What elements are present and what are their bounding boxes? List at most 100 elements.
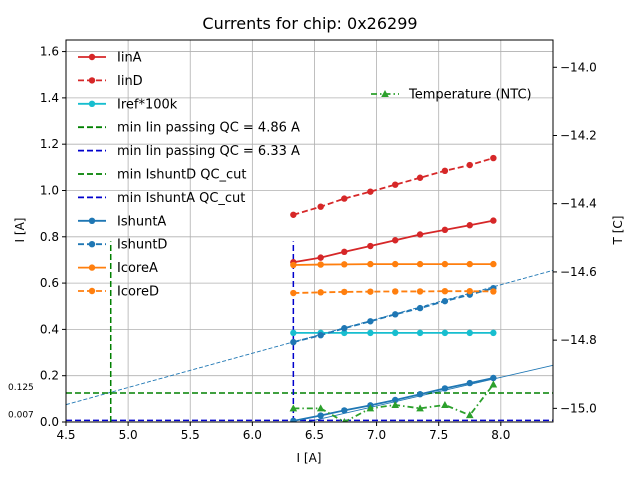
data-point xyxy=(392,237,399,244)
data-point xyxy=(441,385,449,392)
temperature-point xyxy=(489,380,498,388)
data-point xyxy=(490,217,497,224)
y2-tick-label: −14.8 xyxy=(560,333,597,347)
temperature-point xyxy=(289,404,298,412)
y-tick-label: 1.6 xyxy=(40,45,59,59)
data-point xyxy=(392,396,399,404)
legend-marker xyxy=(88,53,96,61)
y-tick-label: 1.4 xyxy=(40,91,59,105)
legend-marker xyxy=(88,287,96,295)
x-tick-label: 8.0 xyxy=(491,428,510,442)
legend-label: IinA xyxy=(117,51,142,66)
data-point xyxy=(317,289,324,296)
legend: IinA IinD Iref*100k min Iin passing QC = 4.… xyxy=(78,51,300,300)
data-point xyxy=(392,181,399,188)
x-tick-label: 7.5 xyxy=(429,428,448,442)
data-point xyxy=(490,260,497,268)
data-point xyxy=(392,288,399,295)
data-point xyxy=(416,174,424,181)
series-line xyxy=(293,157,494,216)
chart-title: Currents for chip: 0x26299 xyxy=(202,14,417,33)
temperature-point xyxy=(391,400,400,408)
data-point xyxy=(341,288,348,296)
data-point xyxy=(441,297,449,305)
y-tick-label: 0.2 xyxy=(40,369,59,383)
data-point xyxy=(441,329,449,337)
data-point xyxy=(441,167,449,175)
threshold-label: 0.125 xyxy=(8,383,34,393)
y-tick-label: 0.8 xyxy=(40,230,59,244)
data-point xyxy=(367,288,374,295)
legend-label: Temperature (NTC) xyxy=(408,88,532,103)
x-tick-label: 5.5 xyxy=(181,428,200,442)
temperature-point xyxy=(441,400,449,408)
y-tick-label: 0.6 xyxy=(40,276,59,290)
x-tick-label: 4.5 xyxy=(56,428,75,442)
data-point xyxy=(317,331,324,339)
data-point xyxy=(341,325,348,332)
y-tick-label: 1.2 xyxy=(40,137,59,151)
data-point xyxy=(392,260,399,268)
data-point xyxy=(441,287,449,295)
data-point xyxy=(416,304,424,312)
data-point xyxy=(290,338,297,346)
y-tick-label: 1.0 xyxy=(40,183,59,197)
grid xyxy=(65,40,553,423)
legend-label: IinD xyxy=(117,74,143,89)
data-point xyxy=(466,161,473,169)
data-point xyxy=(441,226,449,234)
x-tick-label: 6.5 xyxy=(305,428,324,442)
plot-clip xyxy=(66,154,553,422)
data-point xyxy=(341,248,348,256)
legend-label: min IshuntA QC_cut xyxy=(117,191,245,206)
y-tick-label: 0.4 xyxy=(40,322,59,336)
data-point xyxy=(367,329,374,337)
data-point xyxy=(317,203,324,210)
data-point xyxy=(416,329,424,337)
data-point xyxy=(441,260,449,268)
threshold-label: 0.007 xyxy=(8,410,34,420)
data-point xyxy=(416,231,424,238)
temperature-point xyxy=(416,404,424,412)
data-point xyxy=(490,154,497,162)
legend-marker xyxy=(88,241,96,248)
y-tick-label: 0.0 xyxy=(40,415,59,429)
data-point xyxy=(367,318,374,325)
data-point xyxy=(317,412,324,419)
y2-tick-label: −14.4 xyxy=(560,197,597,211)
data-point xyxy=(341,261,348,268)
legend-label: IshuntD xyxy=(117,238,167,253)
legend-label: IshuntA xyxy=(117,214,166,229)
data-point xyxy=(392,311,399,318)
data-point xyxy=(317,254,324,261)
data-point xyxy=(490,329,497,337)
data-point xyxy=(466,260,473,268)
y2-tick-label: −14.2 xyxy=(560,129,597,143)
data-point xyxy=(490,374,497,382)
data-point xyxy=(367,260,374,268)
y-axis-label: I [A] xyxy=(13,218,27,243)
legend-marker xyxy=(88,264,96,271)
legend-marker xyxy=(88,77,96,84)
data-point xyxy=(416,288,424,295)
temperature-point xyxy=(366,404,375,412)
temperature-point xyxy=(316,404,325,412)
legend-marker xyxy=(88,217,96,224)
data-point xyxy=(341,407,348,414)
data-point xyxy=(290,329,297,337)
data-point xyxy=(367,242,374,250)
data-point xyxy=(290,261,297,269)
data-point xyxy=(317,261,324,268)
data-point xyxy=(466,329,473,337)
y2-tick-label: −15.0 xyxy=(560,401,597,415)
legend-label: IcoreA xyxy=(117,261,158,276)
temperature-point xyxy=(342,418,347,422)
data-point xyxy=(416,391,424,398)
data-point xyxy=(416,260,424,268)
data-point xyxy=(466,287,473,295)
axes: 4.5 5.0 5.5 6.0 6.5 7.0 7.5 8.0 0.0 0.2 0.4 0.6 0.8 1… xyxy=(40,39,597,442)
legend-label: IcoreD xyxy=(117,285,159,300)
legend-label: Iref*100k xyxy=(117,97,178,112)
temperature-legend: Temperature (NTC) xyxy=(371,88,532,103)
